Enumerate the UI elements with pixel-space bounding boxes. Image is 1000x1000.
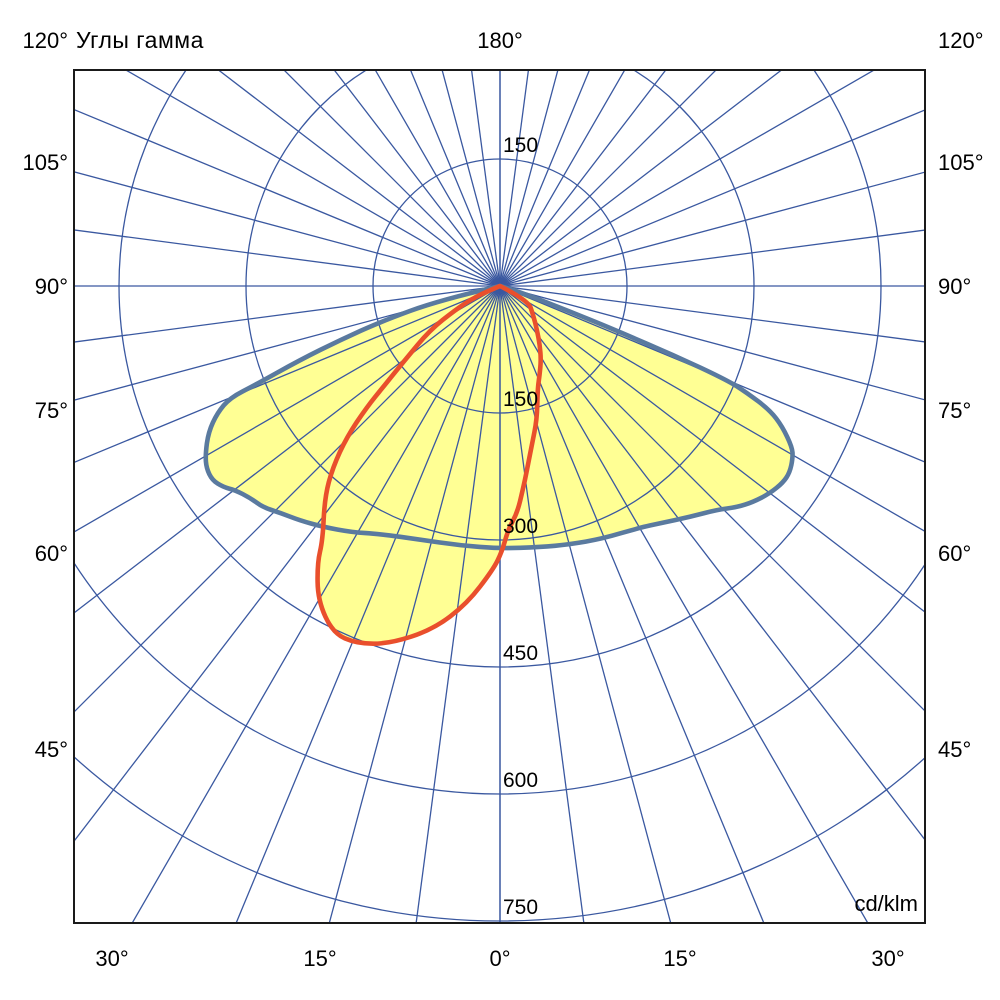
grid-ray [235, 285, 501, 923]
grid-ray [74, 285, 501, 343]
grid-ray [74, 285, 501, 464]
corner-angle-label-left: 120° [22, 28, 68, 53]
grid-ray [74, 108, 501, 287]
chart-title: Углы гамма [76, 27, 204, 53]
grid-ray [499, 70, 667, 287]
gamma-label-left: 60° [35, 541, 68, 566]
grid-ray [499, 70, 783, 287]
grid-ray [374, 70, 501, 287]
grid-ray [441, 70, 501, 287]
plot-border [73, 69, 926, 924]
grid-ray [74, 285, 501, 401]
grid-ray [415, 285, 501, 923]
grid-ray [499, 70, 626, 287]
gamma-label-right: 90° [938, 274, 971, 299]
grid-ray [74, 285, 501, 533]
gamma-label-left: 90° [35, 274, 68, 299]
grid-ray [470, 70, 501, 287]
corner-angle-label-right: 120° [938, 28, 984, 53]
series-narrow-lobe [315, 283, 543, 646]
radial-tick-label: 300 [503, 515, 538, 538]
grid-ray [283, 70, 501, 287]
grid-ray [499, 285, 869, 923]
radial-tick-label: 750 [503, 896, 538, 919]
grid-ray [499, 285, 672, 923]
gamma-label-bottom: 30° [95, 946, 128, 971]
gamma-label-left: 105° [22, 150, 68, 175]
grid-ray [328, 285, 501, 923]
grid-ray [499, 285, 925, 401]
unit-label: cd/klm [854, 891, 918, 916]
grid-ray [499, 70, 717, 287]
grid-ray [333, 70, 501, 287]
radial-tick-label: 150 [503, 388, 538, 411]
gamma-label-right: 60° [938, 541, 971, 566]
grid-ray [74, 285, 501, 843]
grid-ray [409, 70, 501, 287]
grid-ray [499, 70, 876, 287]
grid-ray [499, 285, 925, 533]
grid-ray [499, 229, 925, 287]
grid-ray [74, 285, 501, 713]
gamma-label-bottom: 30° [871, 946, 904, 971]
grid-ray [499, 70, 591, 287]
grid-ray [499, 285, 925, 343]
radial-tick-label: 600 [503, 769, 538, 792]
gamma-label-left: 75° [35, 398, 68, 423]
grid-ray [499, 70, 559, 287]
grid-ray [74, 285, 501, 614]
grid-ray [499, 70, 530, 287]
grid-ray [74, 171, 501, 287]
grid-ray [499, 285, 765, 923]
grid-ray [74, 229, 501, 287]
gamma-label-right: 75° [938, 398, 971, 423]
grid-ray [131, 285, 501, 923]
intensity-fill [205, 286, 793, 644]
grid-ray [499, 171, 925, 287]
grid-ray [499, 109, 925, 287]
top-angle-label: 180° [477, 28, 523, 53]
grid-ray [217, 70, 501, 287]
radial-tick-label: 150 [503, 134, 538, 157]
series-wide-lobe [203, 283, 795, 551]
gamma-label-bottom: 15° [663, 946, 696, 971]
radial-tick-label: 450 [503, 642, 538, 665]
gamma-label-bottom: 0° [489, 946, 510, 971]
grid-ray [124, 70, 501, 287]
gamma-label-right: 105° [938, 150, 984, 175]
gamma-label-right: 45° [938, 737, 971, 762]
gamma-label-bottom: 15° [303, 946, 336, 971]
grid-ray [499, 285, 925, 613]
gamma-label-left: 45° [35, 737, 68, 762]
grid-ray [499, 285, 925, 841]
